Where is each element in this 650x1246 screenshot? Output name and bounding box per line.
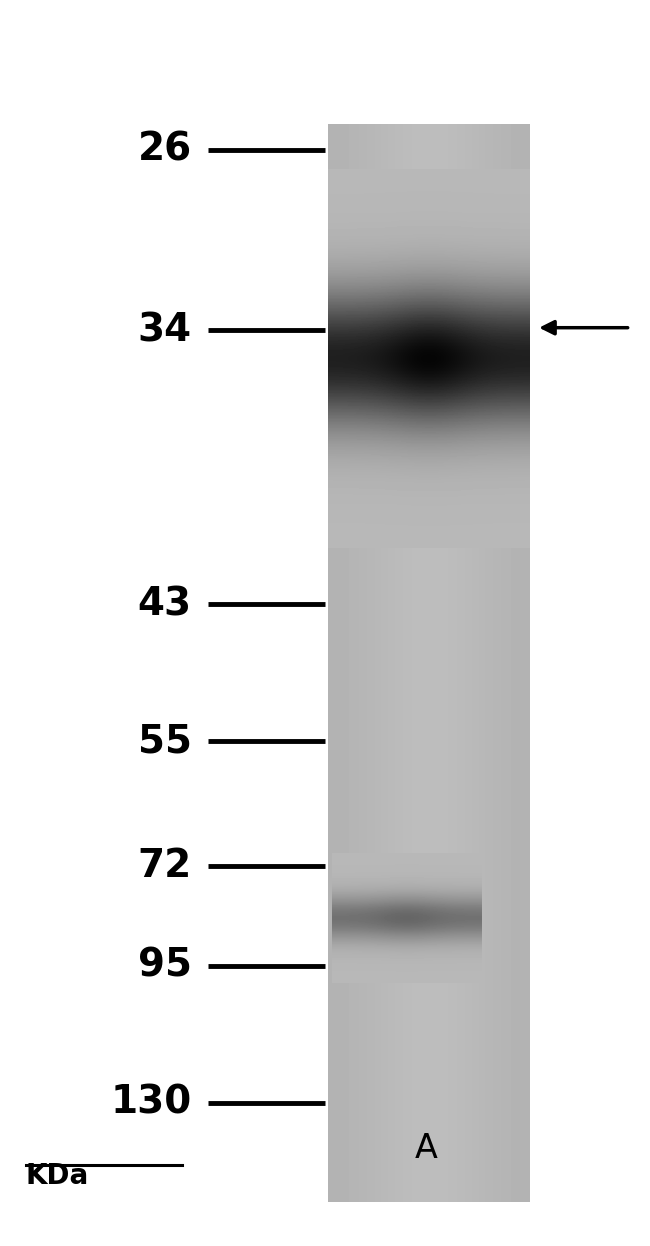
Text: 72: 72 <box>138 847 192 885</box>
FancyBboxPatch shape <box>328 125 530 1202</box>
Text: 34: 34 <box>138 312 192 349</box>
Text: 55: 55 <box>138 723 192 760</box>
Text: KDa: KDa <box>26 1163 89 1190</box>
Text: 130: 130 <box>111 1084 192 1121</box>
Text: A: A <box>414 1133 437 1165</box>
Text: 26: 26 <box>138 131 192 168</box>
Text: 95: 95 <box>138 947 192 984</box>
Text: 43: 43 <box>138 586 192 623</box>
